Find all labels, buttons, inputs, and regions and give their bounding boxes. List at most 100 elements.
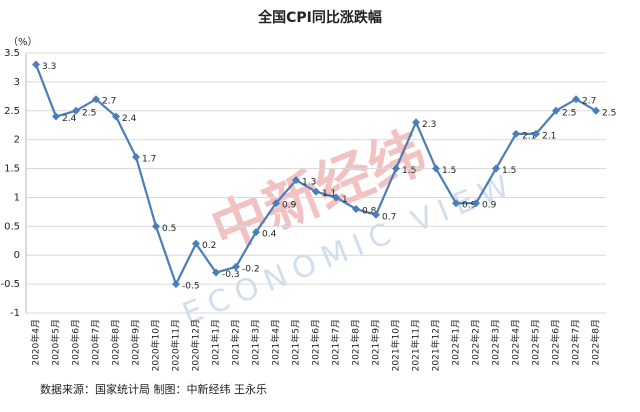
x-tick-label: 2021年8月 — [350, 319, 362, 366]
y-unit: （%） — [8, 36, 38, 48]
marker — [472, 199, 480, 208]
marker — [132, 153, 140, 161]
data-label: 1.3 — [302, 178, 316, 188]
y-tick-label: 3.5 — [4, 48, 20, 59]
data-label: -0.2 — [242, 264, 260, 274]
data-label: 2.5 — [82, 108, 96, 118]
x-tick-label: 2020年7月 — [90, 319, 102, 366]
x-tick-label: 2020年8月 — [110, 319, 122, 366]
data-label: 0.8 — [362, 207, 377, 217]
marker — [272, 199, 280, 208]
x-tick-label: 2022年4月 — [510, 319, 522, 366]
marker — [412, 118, 420, 127]
marker — [552, 106, 560, 115]
data-label: 1 — [342, 195, 348, 205]
y-tick-label: -0.5 — [0, 279, 20, 290]
data-label: 2.1 — [542, 131, 556, 141]
x-tick-label: 2021年3月 — [250, 319, 262, 366]
x-tick-label: 2022年6月 — [550, 319, 562, 366]
marker — [392, 164, 400, 173]
x-tick-label: 2022年3月 — [490, 319, 502, 366]
y-tick-label: 0 — [14, 250, 20, 261]
data-label: 1.5 — [502, 166, 516, 176]
x-tick-label: 2020年5月 — [50, 319, 62, 366]
marker — [52, 112, 60, 121]
marker — [32, 60, 40, 69]
data-label: 0.4 — [262, 230, 277, 240]
x-tick-label: 2020年9月 — [130, 319, 142, 366]
chart-title: 全国CPI同比涨跌幅 — [257, 9, 382, 26]
marker — [212, 268, 220, 277]
x-tick-label: 2021年4月 — [270, 319, 282, 366]
x-tick-label: 2021年1月 — [210, 319, 222, 366]
y-tick-label: 1.5 — [4, 164, 20, 175]
marker — [232, 262, 240, 271]
y-tick-label: 3 — [14, 77, 20, 88]
x-tick-label: 2020年4月 — [30, 319, 42, 366]
marker — [452, 199, 460, 208]
data-label: 2.3 — [422, 120, 436, 130]
x-tick-label: 2021年11月 — [410, 319, 422, 371]
x-tick-label: 2021年10月 — [390, 319, 402, 371]
y-tick-label: -1 — [10, 308, 20, 319]
data-label: 0.2 — [202, 241, 216, 251]
data-label: 2.4 — [122, 114, 137, 124]
data-label: 1.5 — [442, 166, 456, 176]
marker — [312, 187, 320, 196]
source-note: 数据来源：国家统计局 制图：中新经纬 王永乐 — [40, 382, 267, 396]
marker — [432, 164, 440, 173]
x-tick-label: 2022年8月 — [590, 319, 602, 366]
marker — [532, 129, 540, 138]
marker — [112, 112, 120, 121]
data-label: 1.7 — [142, 155, 156, 165]
x-tick-label: 2021年6月 — [310, 319, 322, 366]
marker — [372, 210, 380, 219]
marker — [72, 106, 80, 115]
x-tick-label: 2021年12月 — [430, 319, 442, 371]
x-tick-label: 2020年6月 — [70, 319, 82, 366]
y-tick-label: 2.5 — [4, 106, 20, 117]
x-tick-label: 2021年5月 — [290, 319, 302, 366]
x-tick-label: 2022年5月 — [530, 319, 542, 366]
marker — [492, 164, 500, 173]
marker — [292, 176, 300, 185]
marker — [592, 106, 600, 115]
data-label: 0.9 — [482, 201, 497, 211]
data-label: 2.7 — [102, 97, 116, 107]
data-label: 0.5 — [162, 224, 176, 234]
data-label: 0.9 — [282, 201, 297, 211]
x-tick-label: 2022年7月 — [570, 319, 582, 366]
data-label: 2.1 — [522, 131, 536, 141]
x-tick-label: 2021年9月 — [370, 319, 382, 366]
data-label: 2.4 — [62, 114, 77, 124]
marker — [352, 205, 360, 213]
marker — [332, 193, 340, 202]
data-label: 0.7 — [382, 212, 396, 222]
x-tick-label: 2020年11月 — [170, 319, 182, 371]
x-tick-label: 2021年7月 — [330, 319, 342, 366]
marker — [172, 280, 180, 289]
y-tick-label: 1 — [14, 192, 20, 203]
marker — [512, 129, 520, 138]
y-tick-label: 2 — [14, 135, 20, 146]
data-label: 1.5 — [402, 166, 416, 176]
x-tick-label: 2021年2月 — [230, 319, 242, 366]
x-tick-label: 2020年10月 — [150, 319, 162, 371]
marker — [252, 228, 260, 237]
x-tick-label: 2022年1月 — [450, 319, 462, 366]
marker — [572, 95, 580, 104]
data-label: -0.5 — [182, 282, 200, 292]
data-label: 0.9 — [462, 201, 477, 211]
data-label: 2.7 — [582, 97, 596, 107]
data-label: 2.5 — [602, 108, 616, 118]
data-label: 2.5 — [562, 108, 576, 118]
data-label: 1.1 — [322, 189, 336, 199]
marker — [192, 239, 200, 248]
data-label: -0.3 — [222, 270, 240, 280]
x-tick-label: 2022年2月 — [470, 319, 482, 366]
y-tick-label: 0.5 — [4, 221, 20, 232]
marker — [152, 222, 160, 231]
